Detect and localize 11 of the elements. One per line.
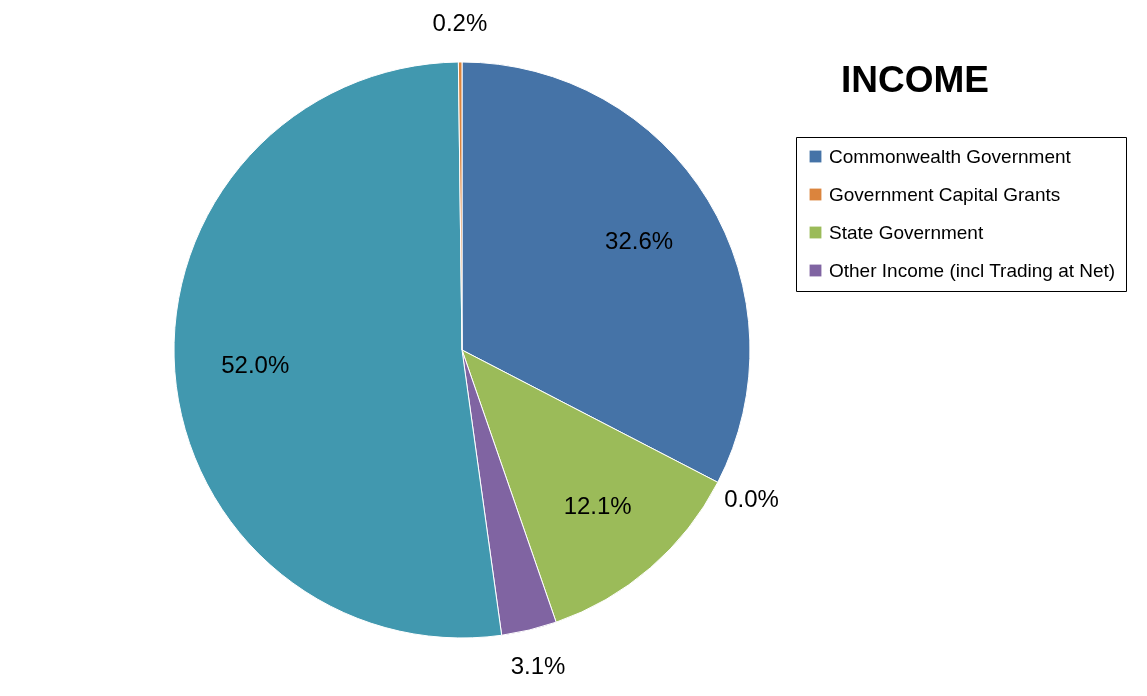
- text: INCOME: [841, 59, 989, 101]
- legend-label: Commonwealth Government: [829, 145, 1072, 167]
- text: 0.0%: [724, 484, 779, 512]
- data-label: 3.1%: [510, 651, 566, 679]
- data-label: 12.1%: [563, 491, 632, 519]
- legend-label: Other Income (incl Trading at Net): [829, 259, 1116, 281]
- legend-label: Government Capital Grants: [829, 183, 1061, 205]
- legend-label: State Government: [829, 221, 984, 243]
- data-label: 0.2%: [432, 9, 488, 37]
- data-label: 32.6%: [605, 227, 674, 255]
- data-label: 52.0%: [221, 350, 290, 378]
